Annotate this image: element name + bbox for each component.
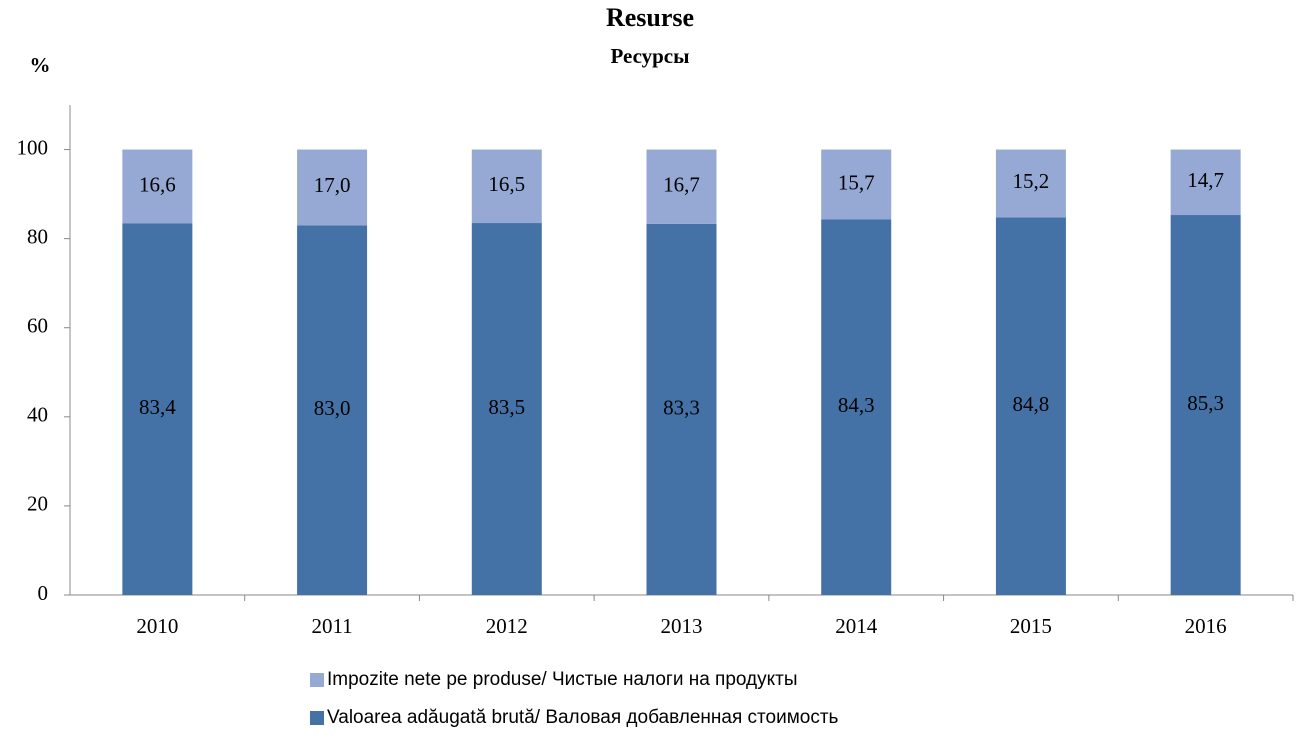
- y-tick-label: 80: [27, 224, 48, 248]
- bar-segment: [1170, 149, 1241, 216]
- data-label: 84,3: [838, 393, 875, 417]
- x-tick-label: 2014: [835, 614, 878, 638]
- data-label: 14,7: [1187, 168, 1224, 192]
- legend-swatch: [310, 711, 324, 725]
- y-tick-label: 0: [38, 581, 49, 605]
- bar-segment: [821, 219, 892, 595]
- y-axis-label: %: [30, 53, 51, 77]
- data-label: 17,0: [314, 173, 351, 197]
- y-tick-label: 40: [27, 403, 48, 427]
- x-tick-label: 2015: [1010, 614, 1052, 638]
- data-label: 15,2: [1013, 169, 1050, 193]
- legend-label: Impozite nete pe produse/ Чистые налоги …: [327, 669, 798, 690]
- data-label: 16,5: [488, 172, 525, 196]
- chart-subtitle: Ресурсы: [610, 44, 689, 68]
- x-tick-label: 2011: [311, 614, 352, 638]
- bar-segment: [471, 149, 542, 224]
- data-label: 83,0: [314, 396, 351, 420]
- data-label: 85,3: [1187, 391, 1224, 415]
- data-label: 83,5: [488, 395, 525, 419]
- x-tick-label: 2013: [661, 614, 703, 638]
- data-label: 15,7: [838, 170, 875, 194]
- bar-segment: [297, 149, 368, 226]
- bar-segment: [995, 217, 1066, 595]
- bar-segment: [1170, 215, 1241, 595]
- legend-label: Valoarea adăugată brută/ Валовая добавле…: [327, 707, 839, 728]
- bar-segment: [297, 225, 368, 596]
- y-tick-label: 20: [27, 492, 48, 516]
- data-label: 16,7: [663, 173, 700, 197]
- x-tick-label: 2016: [1185, 614, 1227, 638]
- y-tick-label: 60: [27, 314, 48, 338]
- x-tick-label: 2012: [486, 614, 528, 638]
- bar-segment: [821, 149, 892, 220]
- bar-segment: [646, 149, 717, 224]
- y-tick-label: 100: [17, 135, 49, 159]
- legend-swatch: [310, 673, 324, 687]
- bar-segment: [122, 149, 193, 224]
- bar-segment: [995, 149, 1066, 218]
- bar-segment: [646, 223, 717, 595]
- data-label: 16,6: [139, 172, 176, 196]
- data-label: 83,3: [663, 395, 700, 419]
- data-label: 84,8: [1013, 392, 1050, 416]
- data-label: 83,4: [139, 395, 176, 419]
- bar-segment: [471, 223, 542, 595]
- chart-title: Resurse: [606, 3, 694, 32]
- bar-segment: [122, 223, 193, 595]
- x-tick-label: 2010: [136, 614, 178, 638]
